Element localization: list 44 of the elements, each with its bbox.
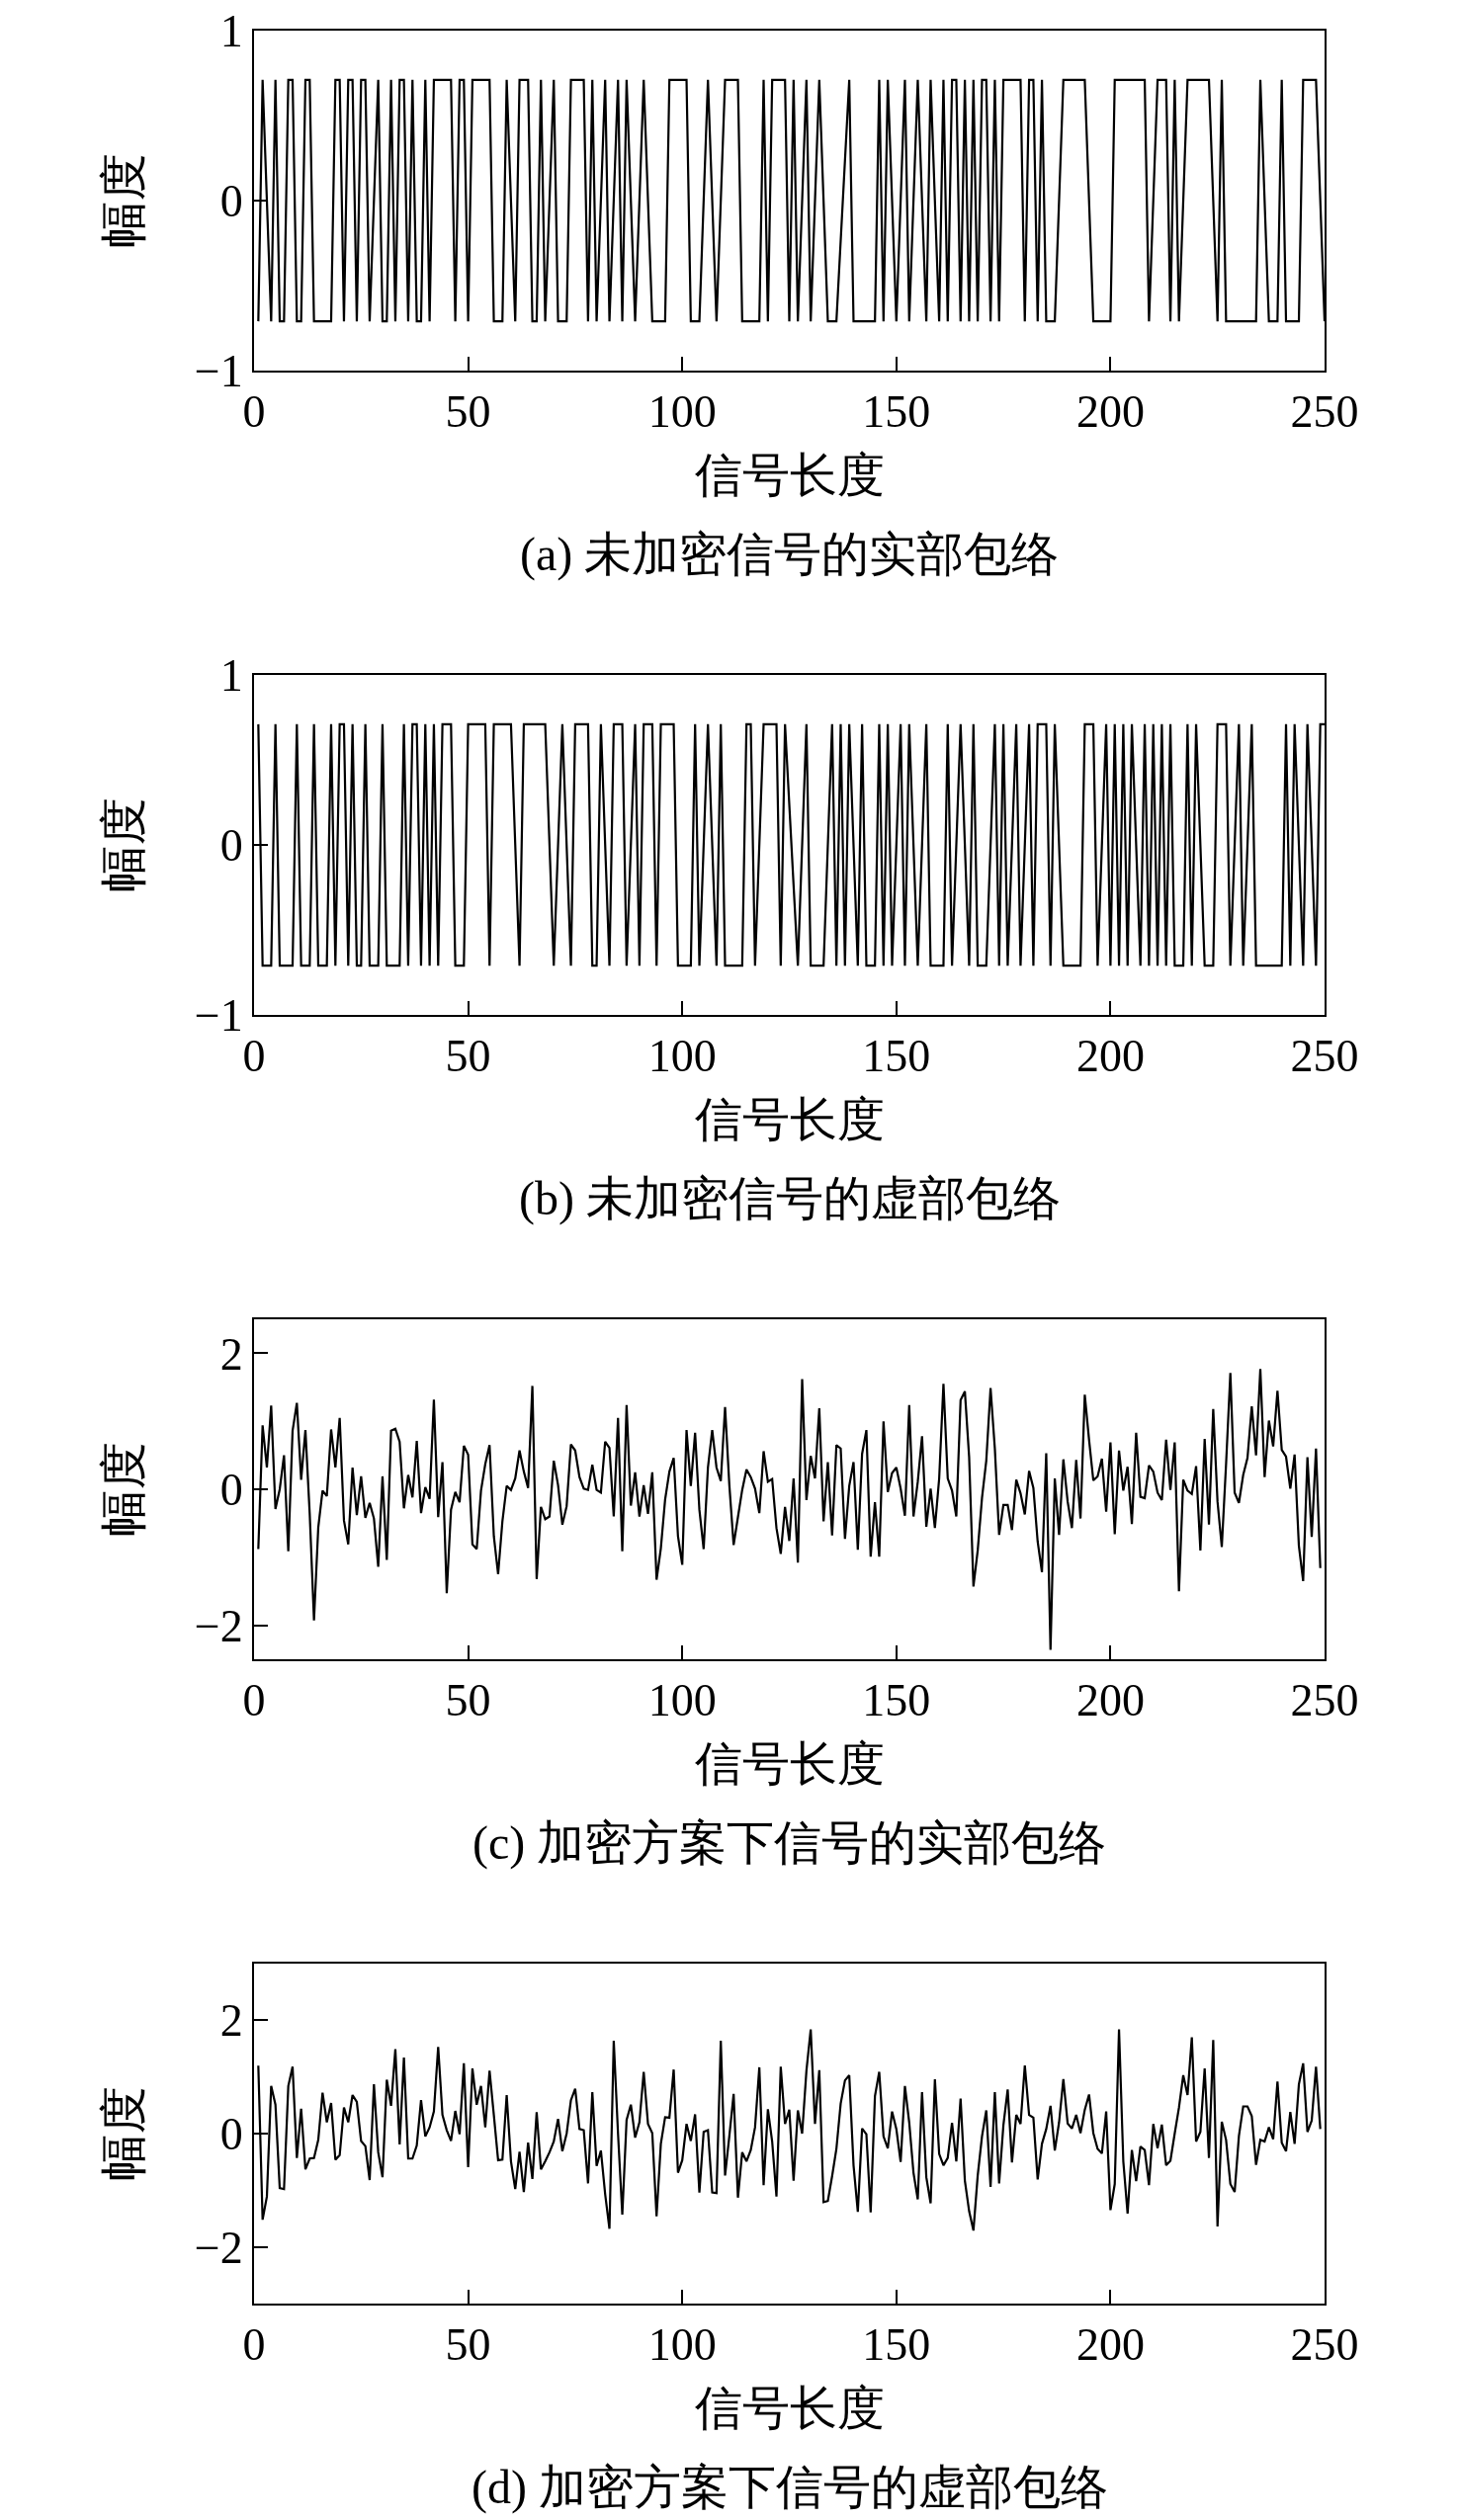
y-axis-title: 幅度 — [96, 1442, 149, 1537]
text: (a) 未加密信号的实部包络 — [520, 528, 1060, 581]
text: (d) 加密方案下信号的虚部包络 — [472, 2461, 1108, 2514]
y-tick-label: 2 — [219, 1995, 243, 2047]
x-axis-title: 信号长度 — [694, 1736, 885, 1790]
x-tick-label: 250 — [1290, 2319, 1359, 2371]
x-tick-label: 250 — [1290, 1031, 1359, 1082]
x-tick-label: 50 — [445, 2319, 491, 2371]
x-tick-label: 100 — [647, 1675, 717, 1726]
y-tick-label: −2 — [194, 1600, 243, 1651]
y-tick-label: −1 — [194, 346, 243, 397]
y-tick-label: 1 — [219, 650, 243, 702]
x-tick-label: 100 — [647, 2319, 717, 2371]
y-tick-label: 2 — [219, 1328, 243, 1380]
x-axis-title: 信号长度 — [694, 1092, 885, 1145]
x-tick-label: 50 — [445, 1675, 491, 1726]
y-tick-label: −1 — [194, 990, 243, 1042]
x-tick-label: 50 — [445, 386, 491, 438]
y-axis-title: 幅度 — [96, 798, 149, 892]
x-tick-label: 150 — [862, 2319, 931, 2371]
y-axis-title: 幅度 — [96, 2086, 149, 2181]
x-tick-label: 100 — [647, 386, 717, 438]
y-tick-label: 0 — [219, 820, 243, 872]
x-tick-label: 200 — [1075, 1031, 1145, 1082]
y-tick-label: 0 — [219, 176, 243, 227]
text: (c) 加密方案下信号的实部包络 — [472, 1816, 1107, 1870]
x-tick-label: 150 — [862, 1031, 931, 1082]
x-tick-label: 250 — [1290, 386, 1359, 438]
y-tick-label: −2 — [194, 2222, 243, 2273]
y-tick-label: 1 — [219, 6, 243, 57]
y-tick-label: 0 — [219, 1465, 243, 1516]
x-tick-label: 250 — [1290, 1675, 1359, 1726]
x-tick-label: 200 — [1075, 1675, 1145, 1726]
text: (b) 未加密信号的虚部包络 — [519, 1172, 1061, 1225]
x-tick-label: 100 — [647, 1031, 717, 1082]
x-tick-label: 50 — [445, 1031, 491, 1082]
x-tick-label: 150 — [862, 386, 931, 438]
x-axis-title: 信号长度 — [694, 448, 885, 501]
x-axis-title: 信号长度 — [694, 2381, 885, 2434]
x-tick-label: 200 — [1075, 386, 1145, 438]
y-tick-label: 0 — [219, 2109, 243, 2160]
x-tick-label: 200 — [1075, 2319, 1145, 2371]
x-tick-label: 150 — [862, 1675, 931, 1726]
y-axis-title: 幅度 — [96, 153, 149, 248]
